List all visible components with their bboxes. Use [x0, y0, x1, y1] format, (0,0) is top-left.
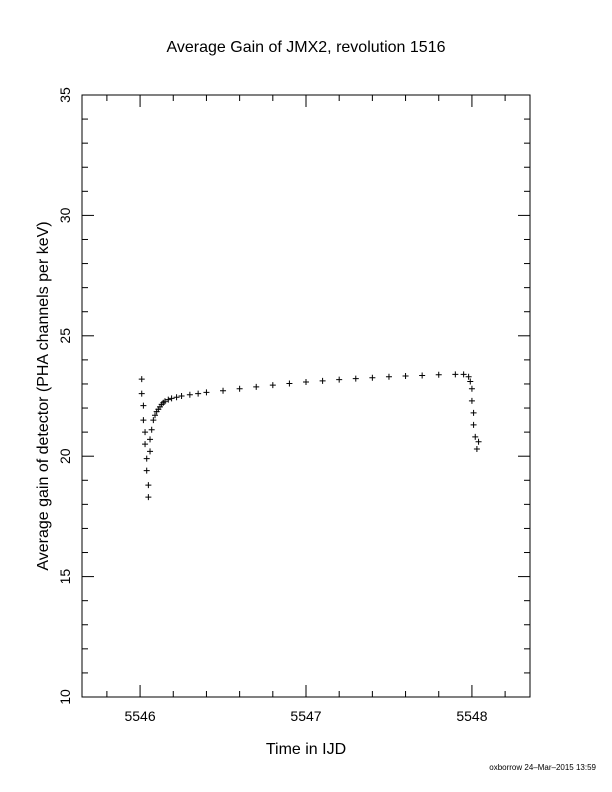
y-axis-label: Average gain of detector (PHA channels p…: [35, 221, 52, 570]
data-point: [142, 429, 149, 436]
data-point: [286, 380, 293, 387]
y-tick-label: 30: [57, 207, 73, 223]
data-points: [138, 371, 482, 501]
x-tick-label: 5548: [456, 708, 487, 724]
data-point: [145, 494, 152, 501]
data-point: [140, 402, 147, 409]
data-point: [143, 467, 150, 474]
footer-credit: oxborrow 24–Mar–2015 13:59: [489, 763, 596, 772]
data-point: [138, 390, 145, 397]
plot-frame: [81, 94, 531, 698]
data-point: [467, 378, 474, 385]
data-point: [186, 391, 193, 398]
data-point: [253, 383, 260, 390]
data-point: [150, 417, 157, 424]
data-point: [143, 455, 150, 462]
data-point: [472, 433, 479, 440]
data-point: [269, 382, 276, 389]
y-tick-label: 25: [57, 328, 73, 344]
data-point: [385, 373, 392, 380]
data-point: [460, 371, 467, 378]
data-point: [402, 373, 409, 380]
data-point: [203, 389, 210, 396]
data-point: [468, 397, 475, 404]
x-tick-label: 5547: [290, 708, 321, 724]
data-point: [140, 417, 147, 424]
data-point: [173, 394, 180, 401]
data-point: [369, 374, 376, 381]
tick-labels: 5546 5547 5548 10 15 20 25 30 35: [57, 87, 488, 724]
data-point: [142, 441, 149, 448]
x-axis-label: Time in IJD: [266, 741, 346, 758]
data-point: [195, 390, 202, 397]
data-point: [165, 396, 172, 403]
data-point: [152, 412, 159, 419]
data-point: [465, 373, 472, 380]
y-tick-label: 35: [57, 87, 73, 103]
data-point: [168, 395, 175, 402]
data-point: [470, 421, 477, 428]
x-tick-label: 5546: [124, 708, 155, 724]
data-point: [470, 409, 477, 416]
data-point: [161, 398, 168, 405]
data-point: [336, 376, 343, 383]
y-tick-label: 20: [57, 448, 73, 464]
data-point: [236, 385, 243, 392]
data-point: [147, 436, 154, 443]
data-point: [220, 387, 227, 394]
data-point: [178, 393, 185, 399]
data-point: [468, 385, 475, 392]
data-point: [419, 372, 426, 379]
data-point: [352, 375, 359, 382]
data-point: [303, 379, 309, 386]
data-point: [145, 482, 152, 489]
data-point: [473, 445, 480, 452]
y-tick-label: 10: [57, 689, 73, 705]
chart-title: Average Gain of JMX2, revolution 1516: [167, 39, 446, 56]
data-point: [147, 448, 154, 455]
data-point: [452, 371, 459, 378]
data-point: [138, 376, 145, 383]
axis-ticks: [82, 94, 530, 698]
data-point: [319, 377, 326, 384]
data-point: [435, 371, 442, 378]
data-point: [475, 438, 482, 445]
data-point: [148, 426, 155, 433]
y-tick-label: 15: [57, 569, 73, 585]
